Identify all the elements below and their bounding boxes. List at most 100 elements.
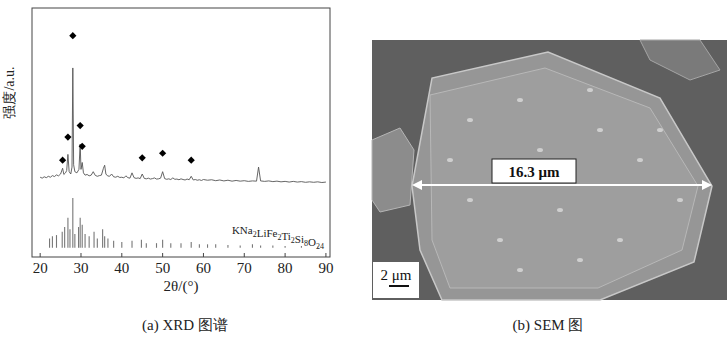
measure-box bbox=[492, 159, 576, 183]
reference-peak bbox=[93, 232, 94, 248]
label-part: Ti bbox=[281, 230, 290, 242]
arrow-head bbox=[702, 180, 712, 190]
reference-peak bbox=[104, 236, 105, 248]
reference-peak bbox=[156, 243, 157, 248]
reference-peak bbox=[74, 234, 75, 248]
reference-peak bbox=[227, 245, 228, 248]
sem-debris bbox=[497, 238, 503, 242]
reference-peak bbox=[252, 244, 253, 247]
reference-peak bbox=[52, 236, 53, 248]
reference-peak bbox=[69, 229, 70, 247]
peak-marker bbox=[77, 122, 84, 129]
reference-peak bbox=[191, 242, 192, 248]
plot-area bbox=[40, 32, 326, 248]
peak-marker bbox=[59, 157, 66, 164]
reference-peak bbox=[64, 227, 65, 248]
reference-peak bbox=[162, 240, 163, 248]
sem-debris bbox=[467, 198, 473, 202]
x-tick bbox=[285, 253, 286, 257]
reference-peak bbox=[131, 241, 132, 248]
sem-debris bbox=[587, 88, 593, 92]
reference-peak bbox=[72, 198, 73, 248]
reference-peak bbox=[199, 244, 200, 247]
plot-frame bbox=[32, 8, 330, 257]
sem-debris bbox=[557, 208, 563, 212]
x-tick bbox=[40, 253, 41, 257]
label-part: O bbox=[308, 236, 316, 248]
peak-marker bbox=[188, 157, 195, 164]
reference-peak bbox=[102, 229, 103, 247]
sem-debris bbox=[577, 258, 583, 262]
x-tick-label: 20 bbox=[33, 260, 48, 276]
peak-marker bbox=[139, 154, 146, 161]
sem-debris bbox=[467, 118, 473, 122]
sem-particle bbox=[412, 52, 712, 300]
x-tick bbox=[121, 253, 122, 257]
peak-marker bbox=[69, 32, 76, 39]
xrd-pattern bbox=[40, 68, 326, 183]
reference-peak bbox=[97, 239, 98, 248]
reference-peak bbox=[180, 243, 181, 248]
reference-peak bbox=[121, 242, 122, 248]
reference-peak bbox=[170, 243, 171, 248]
sem-debris bbox=[677, 198, 683, 202]
peak-marker bbox=[159, 150, 166, 157]
arrow-head bbox=[412, 180, 422, 190]
y-axis-label: 强度/a.u. bbox=[2, 66, 17, 118]
peak-marker bbox=[79, 143, 86, 150]
caption-b: (b) SEM 图 bbox=[513, 317, 584, 334]
figure: 20304050607080902θ/(°)强度/a.u.KNa2LiFe2Ti… bbox=[0, 0, 728, 353]
reference-peak bbox=[67, 218, 68, 248]
x-tick-label: 40 bbox=[114, 260, 129, 276]
x-tick-label: 70 bbox=[237, 260, 252, 276]
reference-peak bbox=[62, 232, 63, 248]
caption-a: (a) XRD 图谱 bbox=[142, 317, 228, 334]
sem-background bbox=[372, 40, 727, 300]
x-tick bbox=[244, 253, 245, 257]
x-tick-label: 30 bbox=[73, 260, 88, 276]
reference-peak bbox=[89, 236, 90, 248]
sem-debris bbox=[517, 268, 523, 272]
label-part: KNa bbox=[232, 224, 253, 236]
reference-label: KNa2LiFe2Ti2Si8O24 bbox=[232, 224, 324, 251]
label-part: LiFe bbox=[257, 227, 278, 239]
label-part: Si bbox=[295, 233, 304, 245]
scale-box bbox=[373, 262, 419, 298]
sem-debris bbox=[657, 128, 663, 132]
reference-peak bbox=[78, 227, 79, 248]
scale-label: 2 μm bbox=[381, 267, 412, 283]
reference-peak bbox=[141, 240, 142, 248]
x-tick-label: 50 bbox=[155, 260, 170, 276]
sem-debris bbox=[637, 158, 643, 162]
sem-image: 16.3 μm2 μm bbox=[372, 40, 727, 300]
reference-peak bbox=[82, 225, 83, 248]
x-tick-label: 80 bbox=[278, 260, 293, 276]
x-tick bbox=[162, 253, 163, 257]
x-tick-label: 90 bbox=[318, 260, 333, 276]
reference-peak bbox=[285, 246, 286, 248]
reference-peak bbox=[260, 245, 261, 247]
x-tick bbox=[203, 253, 204, 257]
reference-peak bbox=[207, 244, 208, 247]
sem-flake bbox=[640, 40, 720, 80]
x-tick bbox=[325, 253, 326, 257]
sem-particle-face bbox=[430, 68, 698, 288]
x-tick bbox=[80, 253, 81, 257]
x-tick-label: 60 bbox=[196, 260, 211, 276]
reference-peak bbox=[146, 243, 147, 248]
reference-peak bbox=[49, 239, 50, 248]
reference-peak bbox=[80, 218, 81, 248]
reference-peak bbox=[85, 234, 86, 248]
scale-bar bbox=[389, 285, 409, 287]
reference-peak bbox=[272, 245, 273, 247]
sem-debris bbox=[447, 158, 453, 162]
sem-debris bbox=[537, 148, 543, 152]
reference-peak bbox=[56, 235, 57, 248]
measure-arrow bbox=[418, 184, 706, 186]
reference-peak bbox=[107, 239, 108, 248]
sem-debris bbox=[617, 238, 623, 242]
peak-marker bbox=[64, 134, 71, 141]
reference-peak bbox=[215, 244, 216, 247]
reference-peak bbox=[240, 245, 241, 247]
sem-debris bbox=[517, 98, 523, 102]
